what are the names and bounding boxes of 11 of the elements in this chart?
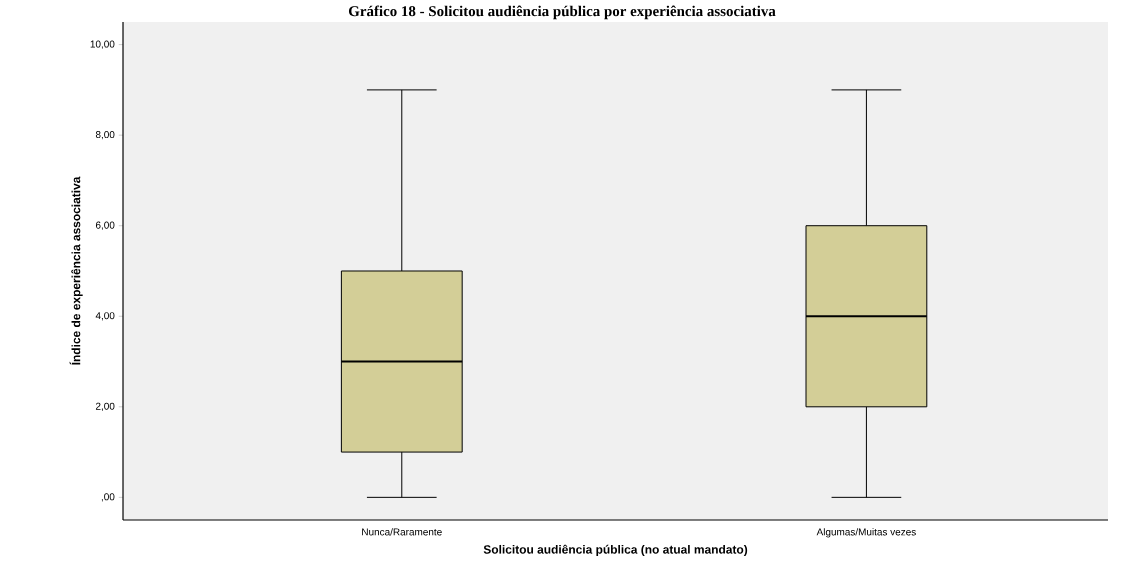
x-tick-label: Algumas/Muitas vezes xyxy=(816,528,916,538)
y-tick-label: 4,00 xyxy=(95,312,115,321)
x-axis-title: Solicitou audiência pública (no atual mandato) xyxy=(483,544,748,557)
y-tick-label: 6,00 xyxy=(95,221,115,230)
y-tick-label: 2,00 xyxy=(95,402,115,411)
y-axis-title: Índice de experiência associativa xyxy=(69,176,83,365)
y-tick-label: 10,00 xyxy=(90,40,115,49)
y-tick-label: ,00 xyxy=(101,493,115,502)
x-tick-label: Nunca/Raramente xyxy=(362,528,442,536)
y-tick-label: 8,00 xyxy=(95,131,115,140)
chart-title: Gráfico 18 - Solicitou audiência pública por experiência associativa xyxy=(348,5,776,20)
